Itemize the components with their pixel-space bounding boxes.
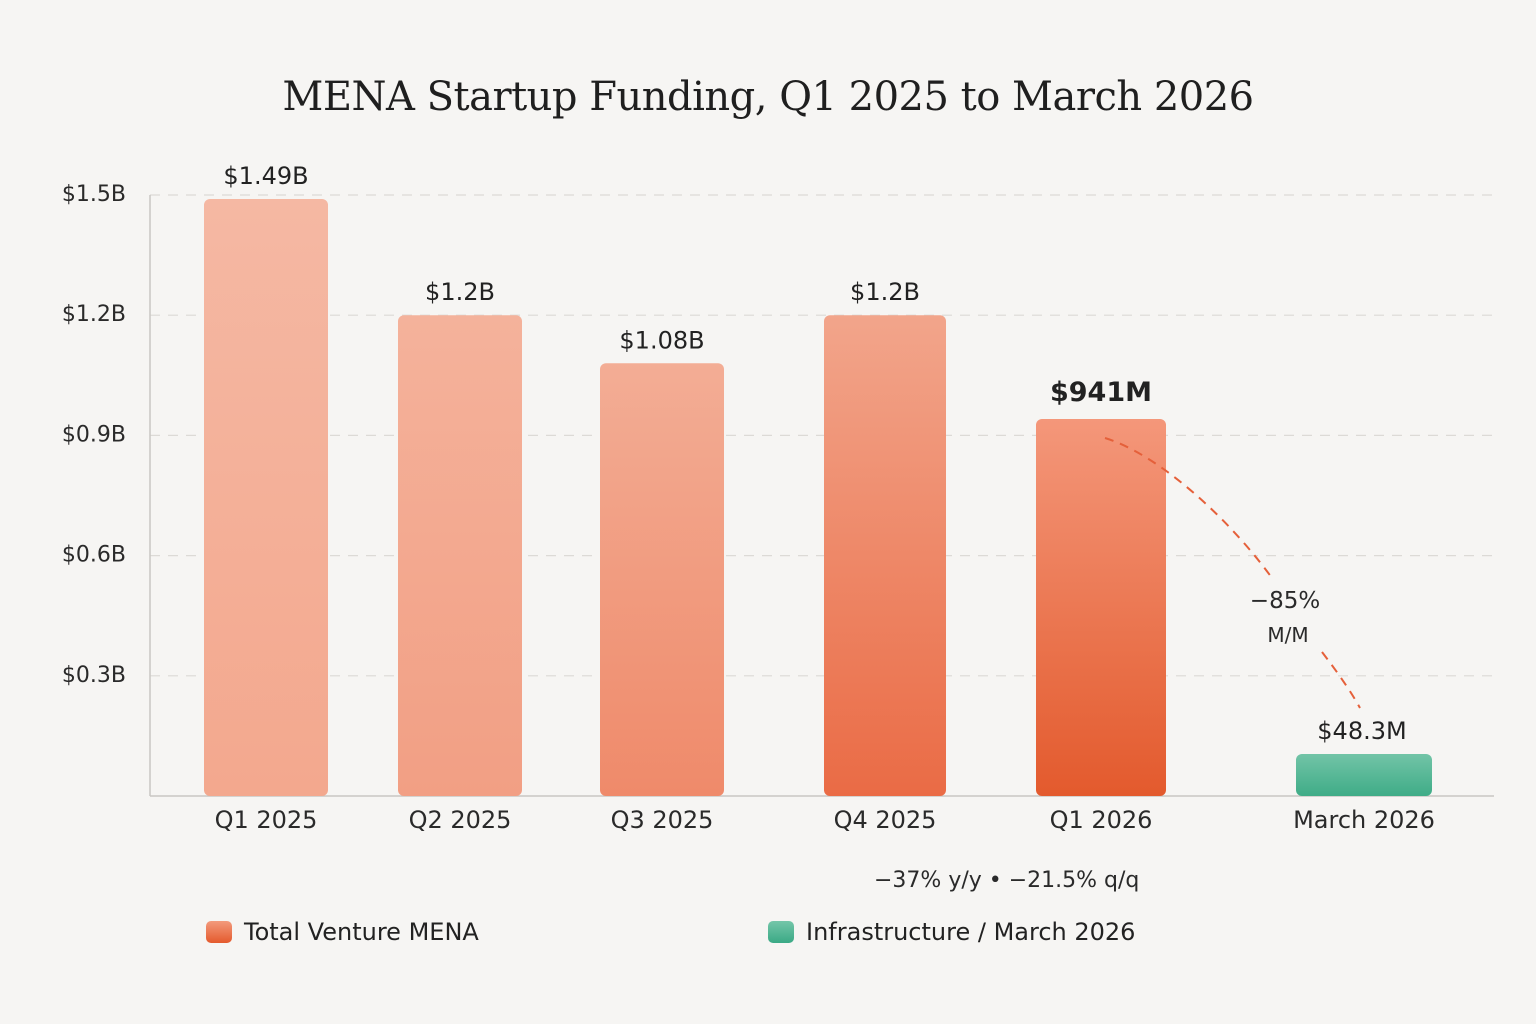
bar-value-label: $1.2B [425,278,495,306]
bar-value-label: $48.3M [1317,717,1406,745]
legend-swatch-green [768,921,794,943]
legend-item-infrastructure: Infrastructure / March 2026 [768,918,1135,946]
q1-2026-change-note: −37% y/y • −21.5% q/q [874,868,1140,893]
bar-value-label: $1.49B [223,162,308,190]
drop-annotation: −85% M/M [1104,437,1361,709]
x-tick-labels: Q1 2025 Q2 2025 Q3 2025 Q4 2025 Q1 2026 March… [215,806,1435,834]
legend-label: Total Venture MENA [244,918,479,946]
y-tick-labels: $1.5B $1.2B $0.9B $0.6B $0.3B [62,182,126,688]
legend-label: Infrastructure / March 2026 [806,918,1136,946]
x-tick-label: March 2026 [1293,806,1435,834]
bar-q2-2025 [398,315,522,796]
bar-q1-2026 [1036,418,1166,796]
bar-value-label: $1.2B [850,278,920,306]
bar-q1-2025 [204,199,328,797]
drop-period-label: M/M [1267,623,1308,647]
legend-item-total-venture: Total Venture MENA [206,918,479,946]
y-tick-label: $1.2B [62,302,126,327]
axes [149,195,1494,797]
bar-q4-2025 [824,315,946,796]
legend-swatch-orange [206,921,232,943]
value-labels: $1.49B $1.2B $1.08B $1.2B $941M $48.3M [223,162,1406,745]
x-tick-label: Q1 2026 [1050,806,1153,834]
y-tick-label: $0.9B [62,422,126,447]
drop-dashed-curve-lower [1321,651,1361,709]
y-tick-label: $1.5B [62,182,126,207]
drop-dashed-curve [1104,437,1273,579]
x-tick-label: Q1 2025 [215,806,318,834]
x-tick-label: Q2 2025 [409,806,512,834]
bars [204,199,1432,797]
gridlines [150,194,1494,677]
bar-value-label: $1.08B [619,326,704,354]
y-tick-label: $0.3B [62,663,126,688]
x-tick-label: Q3 2025 [611,806,714,834]
bar-value-label: $941M [1050,377,1152,408]
bar-march-2026 [1296,754,1432,796]
chart-title: MENA Startup Funding, Q1 2025 to March 2… [282,74,1254,120]
bar-q3-2025 [600,363,724,796]
y-tick-label: $0.6B [62,543,126,568]
drop-percent-label: −85% [1250,588,1320,614]
x-tick-label: Q4 2025 [834,806,937,834]
